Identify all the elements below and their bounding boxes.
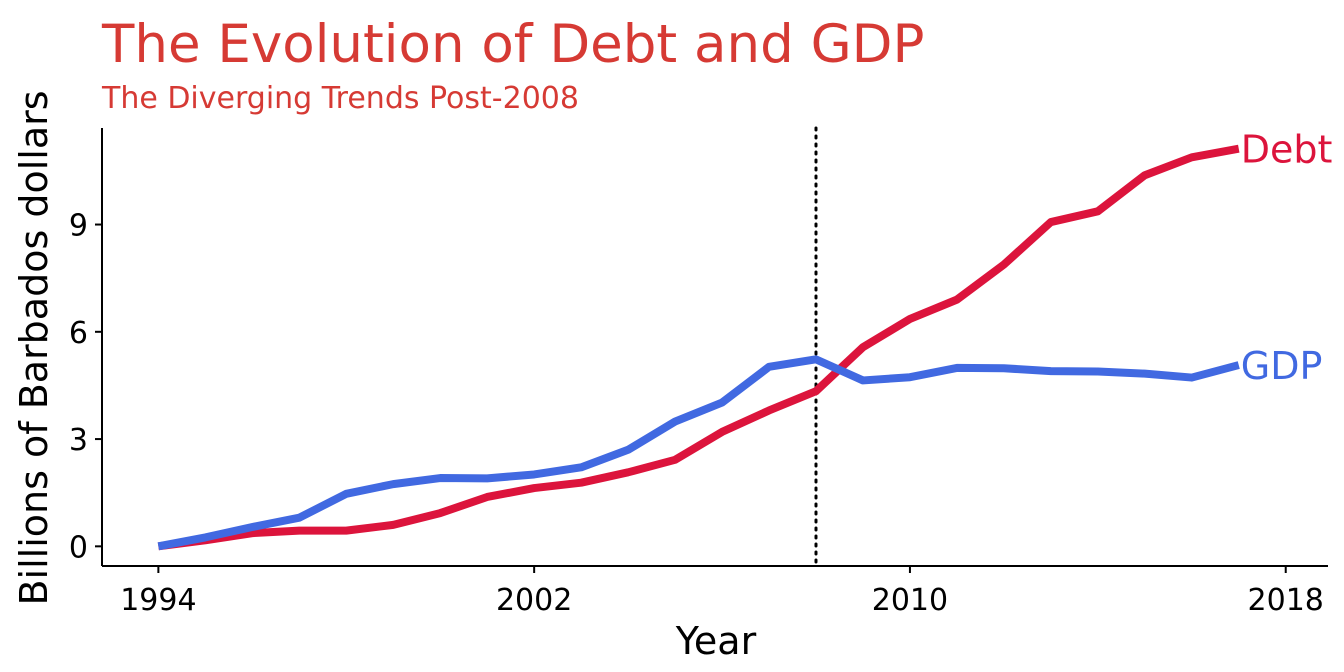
x-axis-title: Year bbox=[675, 619, 757, 663]
x-tick-label: 2010 bbox=[872, 583, 948, 618]
y-tick-label: 6 bbox=[69, 316, 88, 351]
y-tick-label: 0 bbox=[69, 530, 88, 565]
series-line-debt bbox=[157, 144, 1240, 551]
series-line-gdp bbox=[157, 355, 1240, 551]
y-tick-label: 9 bbox=[69, 209, 88, 244]
series-label-gdp: GDP bbox=[1241, 344, 1323, 388]
series-label-debt: Debt bbox=[1241, 128, 1333, 172]
x-tick-label: 1994 bbox=[120, 583, 196, 618]
plot-area: 0 3 6 9 1994 2002 2010 2018 Debt GDP bbox=[69, 126, 1333, 618]
x-tick-label: 2018 bbox=[1248, 583, 1324, 618]
y-axis-title: Billions of Barbados dollars bbox=[12, 90, 56, 605]
x-tick-label: 2002 bbox=[496, 583, 572, 618]
chart-subtitle: The Diverging Trends Post-2008 bbox=[101, 81, 579, 116]
chart-title: The Evolution of Debt and GDP bbox=[101, 14, 924, 75]
y-tick-label: 3 bbox=[69, 423, 88, 458]
